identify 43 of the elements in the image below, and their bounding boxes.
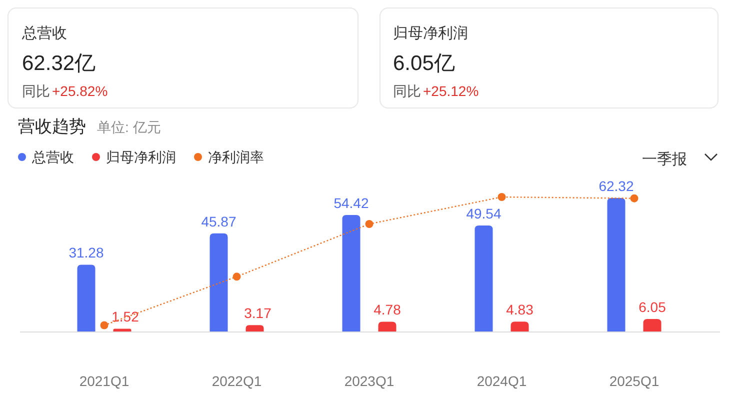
data-label: 62.32 [598, 178, 634, 194]
point [232, 272, 241, 281]
bar [342, 214, 360, 332]
point [365, 220, 374, 228]
legend-label: 归母净利润 [106, 149, 176, 165]
data-label: 3.17 [244, 305, 272, 322]
data-label: 45.87 [201, 213, 236, 230]
bar [246, 325, 264, 332]
legend-label: 总营收 [31, 149, 74, 165]
text: 总营收 [21, 25, 67, 42]
bar [378, 322, 396, 332]
bar [77, 264, 96, 332]
legend-label: 净利润率 [208, 149, 264, 165]
text: 同比 [22, 83, 50, 99]
data-label: 6.05 [638, 298, 666, 315]
text: 归母净利润 [393, 25, 468, 42]
data-label: 4.78 [374, 302, 402, 318]
chart-subtitle: 单位: 亿元 [97, 119, 161, 135]
bar [113, 328, 132, 332]
bar [643, 318, 662, 332]
point [630, 194, 638, 202]
data-label: 54.42 [334, 194, 369, 211]
text: 一季报 [642, 151, 687, 168]
text: +25.82% [52, 83, 108, 99]
x-tick-label: 2025Q1 [609, 373, 660, 389]
text: 同比 [393, 83, 421, 99]
bar [510, 322, 529, 332]
text: 62.32亿 [22, 52, 96, 75]
data-label: 4.83 [506, 302, 534, 318]
text: +25.12% [423, 83, 479, 99]
bar [474, 225, 493, 332]
bar [607, 198, 626, 332]
chart-title: 营收趋势 [18, 117, 86, 136]
bar [210, 233, 228, 332]
point [498, 193, 506, 201]
data-label: 31.28 [68, 244, 104, 261]
x-tick-label: 2023Q1 [344, 373, 394, 389]
x-tick-label: 2024Q1 [476, 373, 527, 389]
point [100, 321, 108, 330]
data-label: 49.54 [466, 205, 502, 222]
x-tick-label: 2021Q1 [79, 373, 130, 389]
text: 6.05亿 [393, 52, 455, 75]
x-tick-label: 2022Q1 [212, 373, 262, 389]
